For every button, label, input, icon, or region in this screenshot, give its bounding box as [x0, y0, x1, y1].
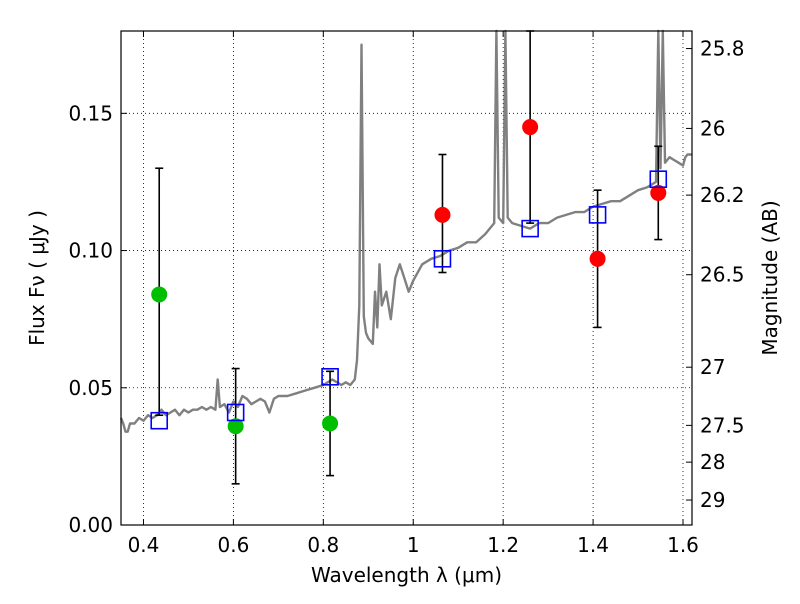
y2-axis-title: Magnitude (AB) — [758, 200, 782, 355]
mag-tick-label: 26 — [700, 116, 725, 140]
y-tick-label: 0.05 — [68, 376, 113, 400]
y-tick-label: 0.00 — [68, 513, 113, 537]
model-band-point — [433, 249, 452, 268]
model-band-point — [649, 170, 668, 188]
mag-tick-label: 27 — [700, 355, 725, 379]
mag-tick-label: 26.5 — [700, 263, 745, 287]
data-point — [589, 250, 606, 267]
y-tick-label: 0.15 — [68, 101, 113, 125]
model-band-point — [588, 206, 607, 224]
data-point — [650, 184, 667, 201]
data-point — [522, 119, 539, 136]
x-tick-label: 0.6 — [217, 533, 249, 557]
y-tick-label: 0.10 — [68, 239, 113, 263]
mag-tick-label: 29 — [700, 488, 725, 512]
y-axis-title: Flux Fν ( μJy ) — [25, 210, 49, 346]
mag-tick-label: 25.8 — [700, 37, 745, 61]
x-axis-title: Wavelength λ (μm) — [311, 563, 502, 587]
mag-tick-label: 26.2 — [700, 183, 745, 207]
data-point — [322, 415, 339, 432]
model-band-point — [226, 403, 245, 422]
model-spectrum-line — [119, 29, 692, 433]
model-spectrum — [119, 29, 692, 433]
x-tick-label: 0.8 — [307, 533, 339, 557]
x-tick-label: 1 — [407, 533, 420, 557]
data-point — [434, 206, 451, 223]
grid-lines — [121, 31, 692, 525]
x-tick-label: 1.4 — [577, 533, 609, 557]
mag-tick-label: 28 — [700, 450, 725, 474]
axis-ticks: 0.4 0.6 0.8 1 1.2 1.4 1.6 0.00 0.05 0.10 0.15 25.8 2… — [68, 31, 745, 557]
x-tick-label: 0.4 — [128, 533, 160, 557]
mag-tick-label: 27.5 — [700, 413, 745, 437]
plot-frame — [120, 30, 693, 526]
model-band-point — [321, 367, 339, 386]
model-band-point — [150, 411, 169, 430]
model-band-point — [521, 219, 539, 238]
x-tick-label: 1.6 — [667, 533, 699, 557]
data-point — [227, 418, 244, 435]
data-points — [150, 30, 668, 485]
x-tick-label: 1.2 — [487, 533, 519, 557]
data-point — [151, 286, 168, 303]
